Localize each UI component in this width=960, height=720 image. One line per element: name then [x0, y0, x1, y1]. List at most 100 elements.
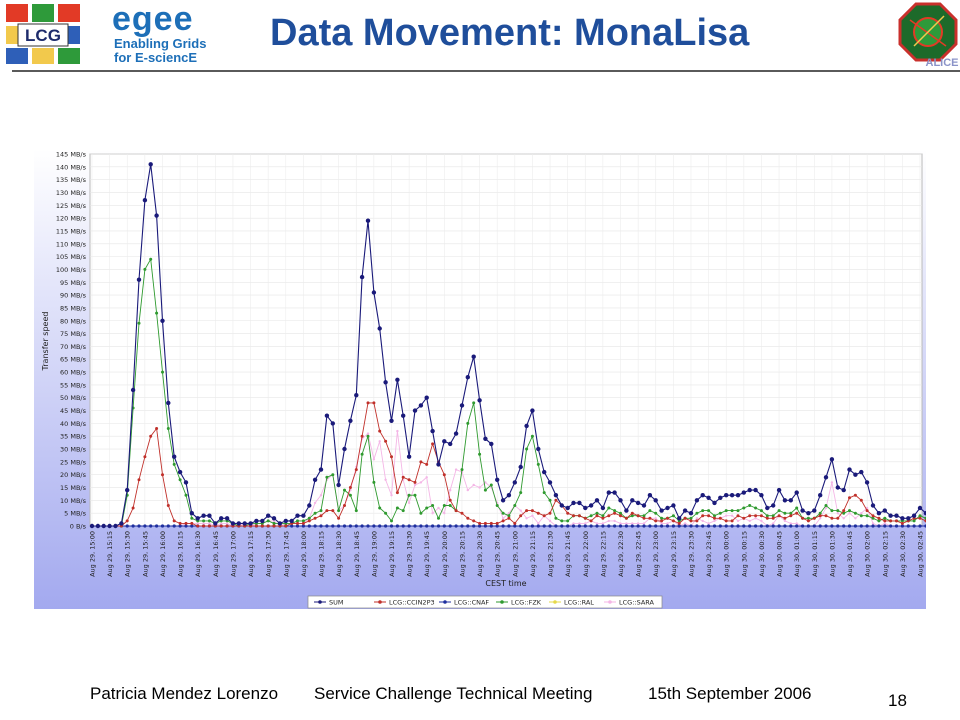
data-point	[437, 516, 440, 520]
data-point	[260, 524, 264, 528]
data-point	[665, 505, 670, 511]
data-point	[337, 509, 341, 513]
data-point	[225, 524, 229, 528]
y-tick-label: 30 MB/s	[60, 446, 87, 454]
data-point	[677, 516, 682, 521]
data-point	[272, 524, 276, 528]
data-point	[301, 519, 305, 523]
data-point	[548, 519, 552, 523]
data-point	[589, 524, 593, 528]
series-lines	[89, 162, 960, 529]
data-point	[190, 524, 194, 528]
data-point	[354, 524, 358, 528]
data-point	[525, 517, 528, 520]
data-point	[695, 519, 699, 523]
data-point	[613, 519, 616, 523]
transfer-speed-chart: 0 B/s 5 MB/s 10 MB/s 15 MB/s 20 MB/s 25 MB/s 3…	[34, 149, 960, 609]
data-point	[271, 516, 277, 521]
data-point	[360, 434, 364, 438]
data-point	[524, 423, 529, 429]
data-point	[554, 516, 558, 520]
data-point	[501, 517, 505, 520]
data-point	[431, 504, 435, 507]
x-tick-label: Aug 29, 17:00	[229, 531, 237, 577]
data-point	[342, 524, 347, 528]
data-point	[682, 508, 688, 513]
data-point	[572, 522, 575, 525]
data-point	[483, 521, 487, 525]
data-point	[736, 524, 740, 528]
legend-label: LCG::SARA	[619, 599, 655, 607]
data-point	[536, 524, 540, 528]
data-point	[513, 521, 517, 525]
y-tick-label: 60 MB/s	[60, 369, 87, 377]
data-point	[789, 522, 792, 525]
data-point	[818, 514, 822, 518]
data-point	[343, 488, 346, 492]
data-point	[823, 475, 829, 480]
legend-box	[307, 595, 663, 609]
data-point	[918, 524, 922, 528]
data-point	[713, 516, 716, 520]
data-point	[484, 481, 487, 484]
x-axis-label: CEST time	[485, 579, 526, 588]
data-point	[155, 524, 159, 528]
legend-item: LCG::SARA	[604, 599, 655, 607]
data-point	[665, 524, 670, 528]
data-point	[149, 434, 153, 438]
data-point	[384, 478, 387, 481]
data-point	[436, 524, 441, 528]
data-point	[565, 505, 570, 511]
data-point	[242, 521, 247, 526]
egee-tagline-1: Enabling Grids	[114, 36, 207, 51]
data-point	[295, 524, 300, 528]
data-point	[390, 494, 393, 497]
data-point	[478, 486, 481, 489]
data-point	[513, 524, 517, 528]
data-point	[202, 519, 206, 523]
data-point	[125, 519, 129, 523]
data-point	[801, 516, 805, 520]
y-tick-label: 95 MB/s	[60, 279, 87, 287]
data-point	[313, 516, 317, 520]
data-point	[161, 473, 164, 477]
data-point	[718, 516, 722, 520]
data-point	[754, 517, 757, 520]
data-point	[882, 508, 887, 513]
data-point	[836, 509, 840, 513]
data-point	[390, 455, 393, 459]
data-point	[801, 524, 805, 528]
data-point	[830, 481, 834, 484]
data-point	[360, 524, 364, 528]
data-point	[119, 521, 124, 526]
x-tick-label: Aug 30, 01:00	[793, 531, 801, 577]
data-point	[895, 519, 898, 523]
data-point	[625, 522, 628, 525]
data-point	[230, 521, 236, 526]
data-point	[560, 519, 564, 523]
x-tick-label: Aug 29, 16:15	[177, 531, 185, 577]
data-point	[666, 516, 669, 520]
data-point	[166, 504, 170, 507]
header-divider	[12, 70, 960, 72]
y-axis-label: Transfer speed	[41, 312, 50, 372]
data-point	[166, 400, 171, 406]
data-point	[660, 524, 664, 528]
data-point	[607, 514, 611, 518]
data-point	[701, 509, 705, 513]
data-point	[348, 486, 352, 489]
data-point	[296, 521, 299, 525]
x-tick-label: Aug 29, 15:30	[124, 531, 132, 577]
data-point	[530, 408, 535, 413]
data-point	[729, 493, 735, 498]
data-point	[742, 524, 746, 528]
data-point	[748, 504, 752, 507]
data-point	[507, 524, 511, 528]
data-point	[912, 524, 916, 528]
data-point	[671, 519, 675, 523]
data-point	[883, 524, 887, 528]
y-tick-label: 20 MB/s	[60, 471, 87, 479]
data-point	[818, 511, 822, 515]
data-point	[130, 387, 136, 393]
data-point	[442, 439, 447, 444]
